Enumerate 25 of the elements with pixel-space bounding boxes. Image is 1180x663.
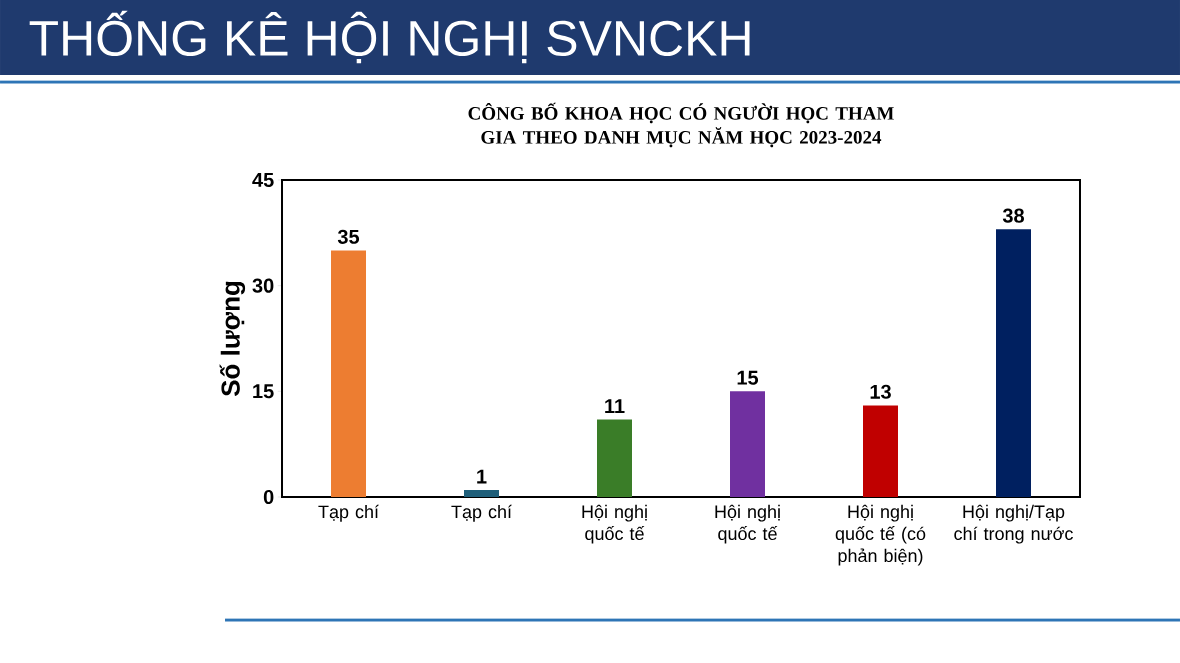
chart-subtitle: CÔNG BỐ KHOA HỌC CÓ NGƯỜI HỌC THAM GIA THEO DANH MỤC NĂM HỌC 2023-2024 (468, 102, 894, 148)
bar (464, 489, 500, 497)
y-tick-label: 30 (252, 278, 274, 293)
data-label: 35 (337, 229, 360, 244)
bar (996, 229, 1031, 497)
data-label: 1 (477, 469, 487, 484)
x-tick-label: Hội nghị quốc tế (có phản biện) (835, 504, 926, 566)
x-tick-label: Hội nghị quốc tế (715, 504, 780, 544)
data-label: 15 (737, 370, 759, 385)
x-tick-label: Hội nghị/Tạp chí trong nước (954, 504, 1073, 544)
y-tick-label: 15 (253, 384, 274, 399)
bar (331, 250, 367, 497)
y-axis-title: Số lượng (219, 281, 246, 397)
bar (863, 405, 898, 497)
data-label: 11 (605, 399, 625, 413)
chart-title: THỐNG KÊ HỘI NGHỊ SVNCKH (29, 10, 750, 64)
bar (730, 391, 765, 497)
y-tick-label: 45 (252, 173, 274, 187)
x-tick-label: Hội nghị quốc tế (582, 504, 647, 544)
data-label: 13 (870, 384, 891, 399)
x-tick-label: Tạp chí (318, 504, 379, 522)
x-tick-label: Tạp chí (451, 504, 512, 522)
y-tick-label: 0 (263, 489, 274, 505)
data-label: 38 (1002, 208, 1024, 223)
bar (597, 419, 632, 497)
